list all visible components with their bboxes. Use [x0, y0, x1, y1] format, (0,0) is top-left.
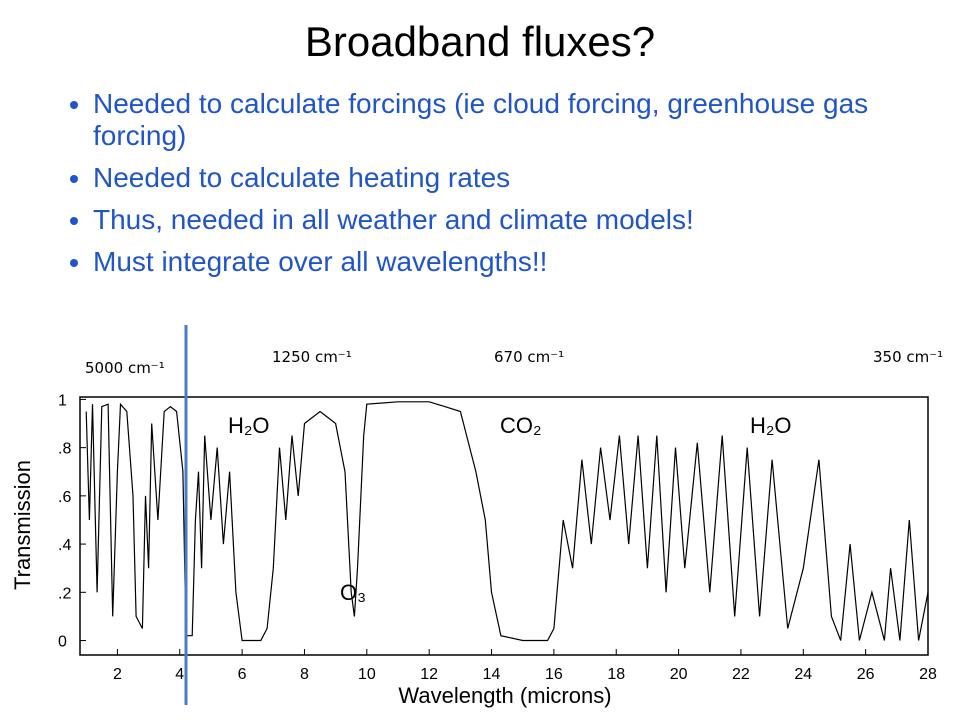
- wavenumber-label: 5000 cm⁻¹: [85, 359, 165, 377]
- y-tick-label: 1: [58, 392, 67, 409]
- plot-frame: [79, 396, 929, 656]
- annotation: H₂O: [750, 413, 792, 438]
- x-tick-label: 26: [857, 666, 875, 683]
- y-tick-label: 0: [58, 634, 67, 651]
- y-tick-label: .6: [58, 489, 71, 506]
- x-tick-label: 16: [545, 666, 563, 683]
- x-axis-label: Wavelength (microns): [398, 683, 611, 708]
- bullet: Thus, needed in all weather and climate …: [93, 204, 893, 236]
- annotation: CO₂: [500, 413, 542, 438]
- wavenumber-label: 670 cm⁻¹: [494, 348, 564, 366]
- x-tick-label: 24: [794, 666, 812, 683]
- bullet: Needed to calculate heating rates: [93, 162, 893, 194]
- x-tick-label: 4: [175, 666, 184, 683]
- y-tick-label: .8: [58, 441, 71, 458]
- x-tick-label: 2: [113, 666, 122, 683]
- x-tick-label: 20: [670, 666, 688, 683]
- x-tick-label: 12: [420, 666, 438, 683]
- y-tick-label: .4: [58, 537, 71, 554]
- x-tick-label: 14: [483, 666, 501, 683]
- slide-title: Broadband fluxes?: [304, 18, 656, 65]
- x-tick-label: 10: [358, 666, 376, 683]
- wavenumber-label: 1250 cm⁻¹: [272, 348, 352, 366]
- bullet-list: Needed to calculate forcings (ie cloud f…: [58, 88, 893, 288]
- x-tick-label: 8: [300, 666, 309, 683]
- x-tick-label: 6: [238, 666, 247, 683]
- wavenumber-label: 350 cm⁻¹: [873, 348, 943, 366]
- spectrum-line: [85, 401, 929, 642]
- y-axis-label: Transmission: [10, 460, 35, 590]
- x-tick-label: 22: [732, 666, 750, 683]
- annotation: H₂O: [228, 413, 270, 438]
- y-tick-label: .2: [58, 585, 71, 602]
- annotation: O₃: [340, 580, 366, 605]
- bullet: Must integrate over all wavelengths!!: [93, 246, 893, 278]
- x-tick-label: 28: [919, 666, 937, 683]
- x-tick-label: 18: [607, 666, 625, 683]
- bullet: Needed to calculate forcings (ie cloud f…: [93, 88, 893, 152]
